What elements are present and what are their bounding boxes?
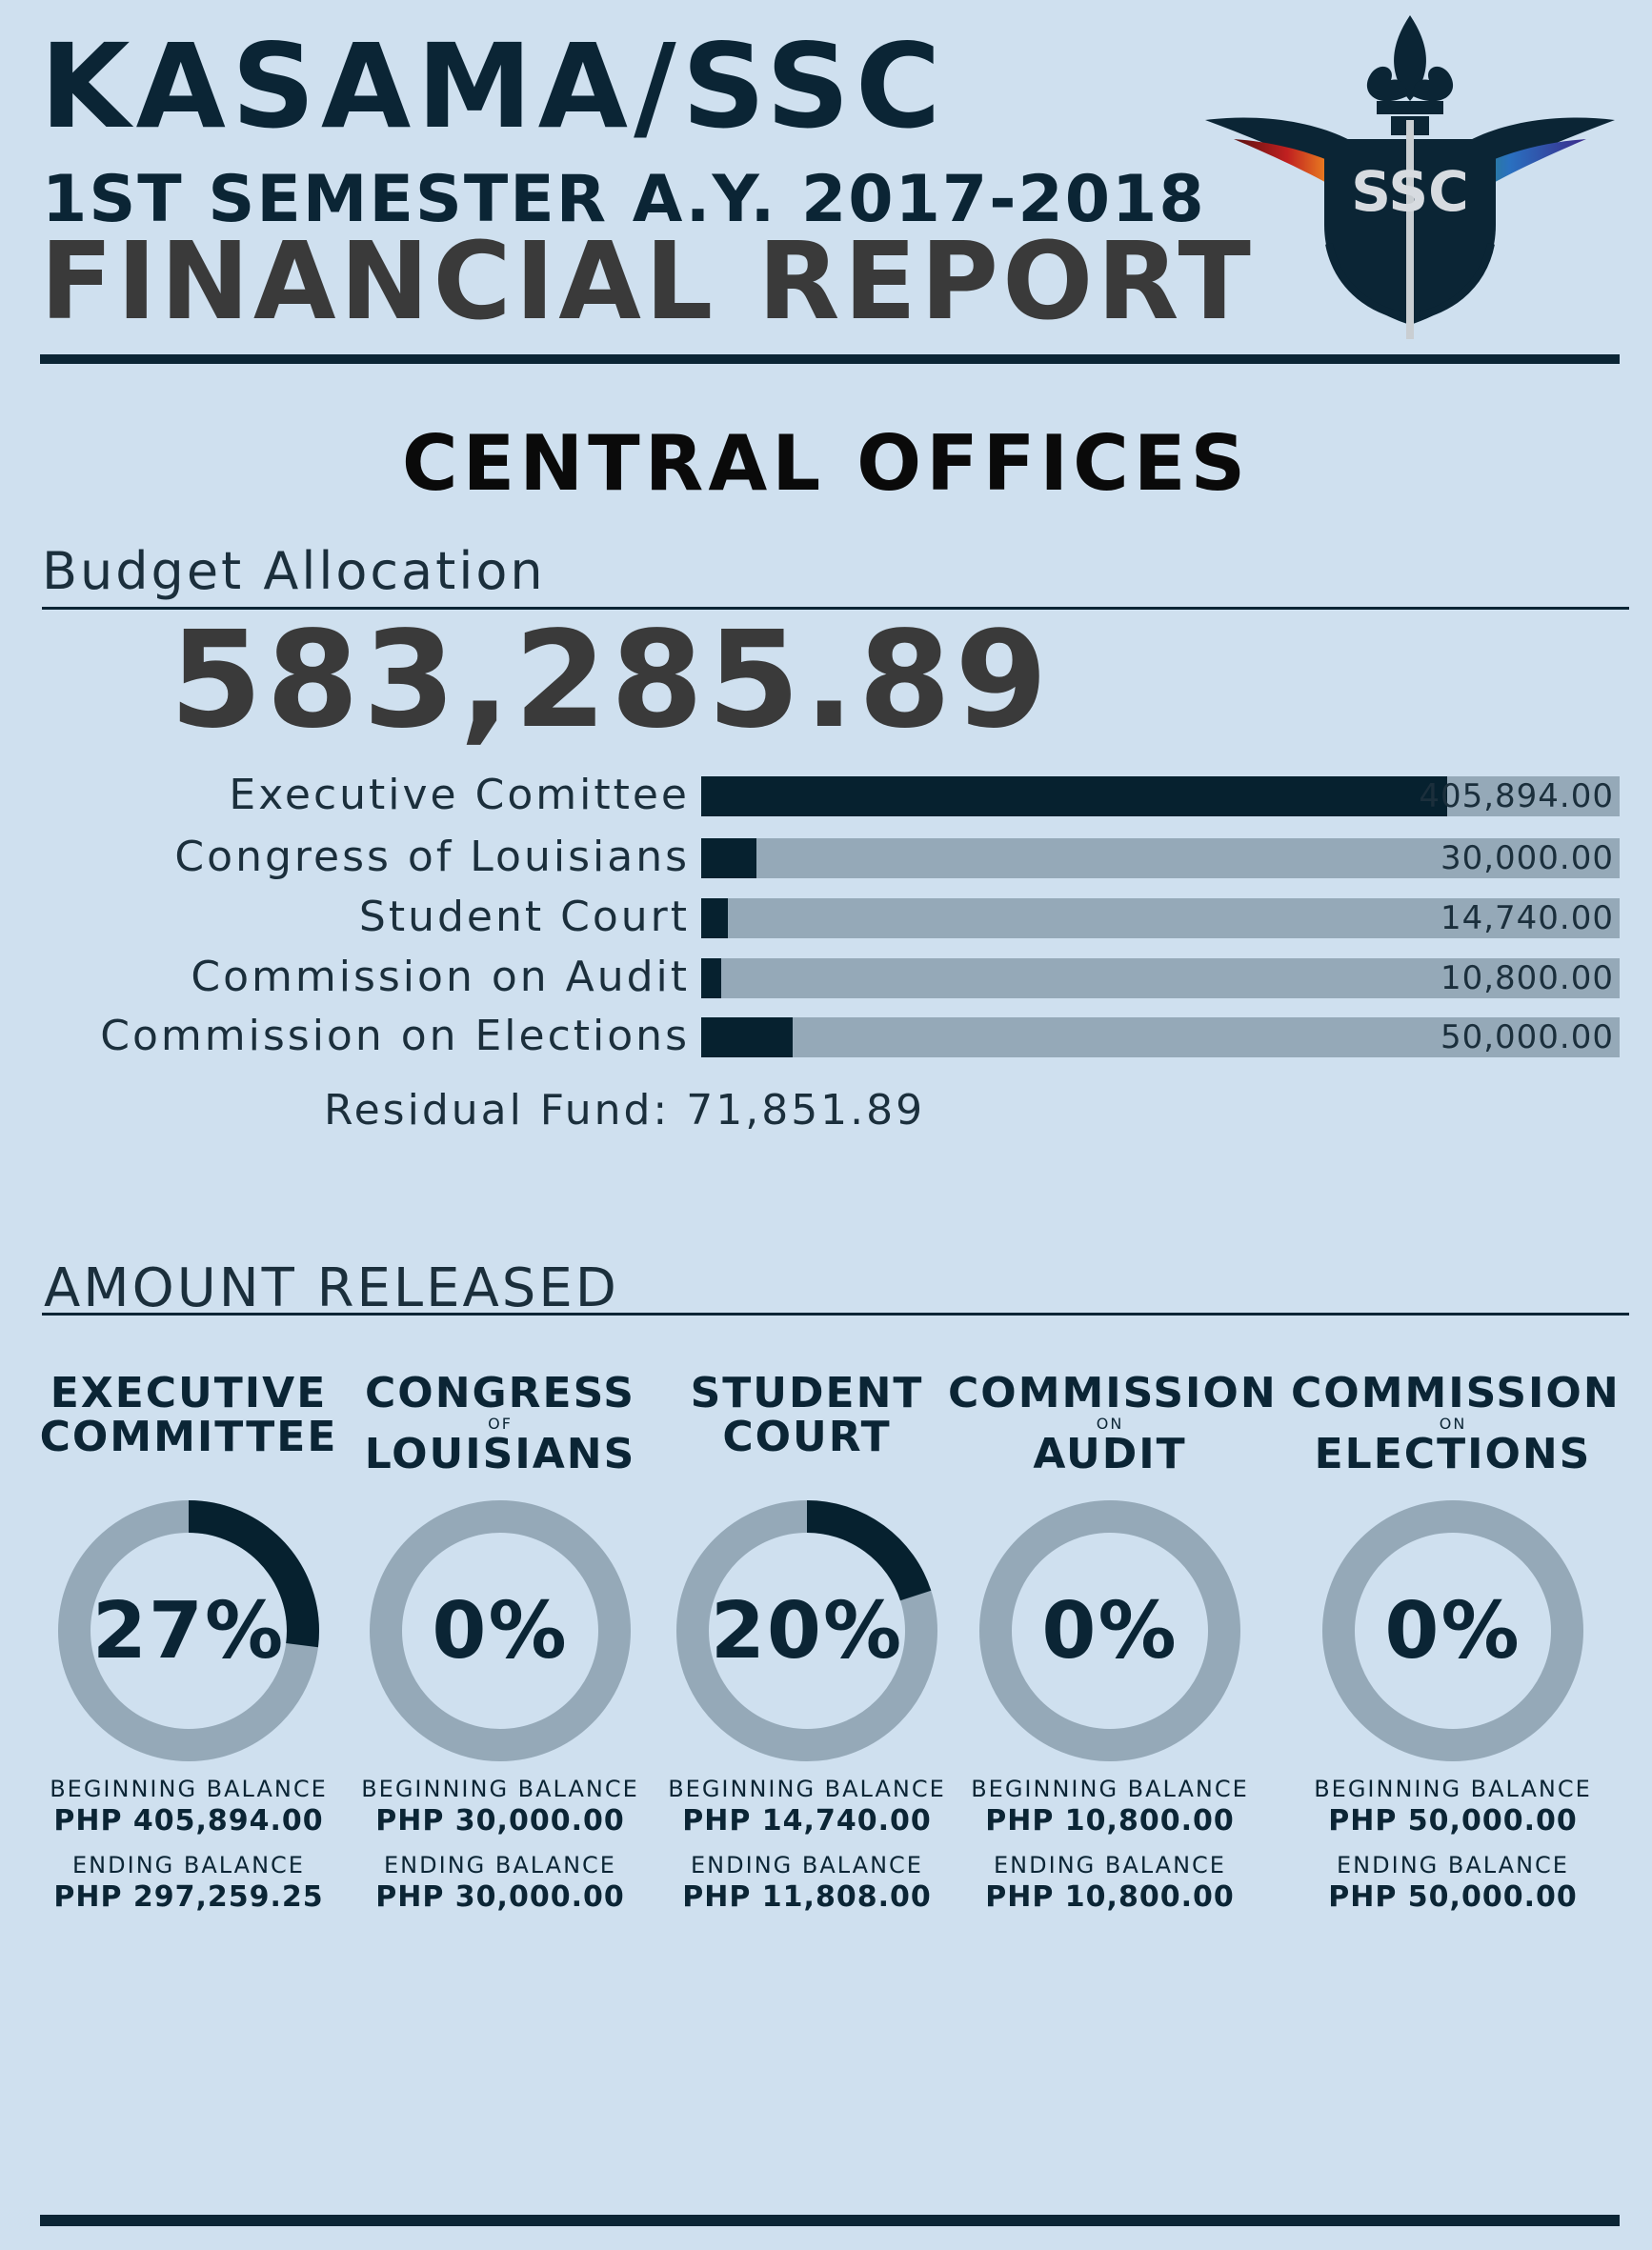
released-column-title: COMMISSION ON AUDIT	[948, 1369, 1278, 1478]
bar-track: 14,740.00	[701, 898, 1620, 938]
released-donut: 0%	[367, 1497, 634, 1764]
donut-percent: 20%	[710, 1585, 904, 1677]
beginning-balance-label: BEGINNING BALANCE	[50, 1776, 328, 1802]
header-rule	[40, 354, 1620, 364]
donut-slice	[58, 1500, 319, 1761]
beginning-balance-label: BEGINNING BALANCE	[361, 1776, 639, 1802]
donut-percent: 0%	[1041, 1585, 1179, 1677]
bar-label: Executive Comittee	[229, 771, 690, 819]
released-donut: 20%	[674, 1497, 940, 1764]
bar-label: Student Court	[358, 893, 690, 941]
footer-rule	[40, 2215, 1620, 2226]
bar-track: 50,000.00	[701, 1017, 1620, 1057]
column-title-line1: COMMISSION	[948, 1369, 1278, 1417]
donut-track	[370, 1500, 631, 1761]
column-title-small: ON	[1096, 1415, 1124, 1433]
column-title-small: ON	[1439, 1415, 1467, 1433]
bar-label: Congress of Louisians	[174, 833, 690, 881]
section-title: CENTRAL OFFICES	[401, 419, 1251, 508]
ending-balance-label: ENDING BALANCE	[691, 1852, 923, 1878]
bar-track: 10,800.00	[701, 958, 1620, 998]
released-column-title: EXECUTIVE COMMITTEE	[27, 1372, 351, 1459]
donut-percent: 0%	[432, 1585, 569, 1677]
column-title-line1: STUDENT	[690, 1369, 924, 1417]
beginning-balance-value: PHP 14,740.00	[682, 1804, 932, 1838]
beginning-balance-value: PHP 405,894.00	[53, 1804, 324, 1838]
bar	[701, 898, 729, 938]
beginning-balance-value: PHP 50,000.00	[1328, 1804, 1578, 1838]
beginning-balance-label: BEGINNING BALANCE	[1314, 1776, 1592, 1802]
bar-value-label: 10,800.00	[1440, 959, 1614, 997]
column-title-line2: LOUISIANS	[364, 1430, 636, 1478]
released-donut: 0%	[1320, 1497, 1586, 1764]
column-title-line1: CONGRESS	[365, 1369, 635, 1417]
bar-track: 30,000.00	[701, 838, 1620, 878]
bar-label: Commission on Elections	[100, 1012, 690, 1060]
ending-balance-label: ENDING BALANCE	[72, 1852, 305, 1878]
ending-balance-label: ENDING BALANCE	[994, 1852, 1226, 1878]
donut-track	[1322, 1500, 1583, 1761]
column-title-line2: ELECTIONS	[1314, 1430, 1592, 1478]
ssc-logo: SSC	[1205, 15, 1615, 339]
column-title-line2: COURT	[722, 1413, 892, 1461]
bar-track: 405,894.00	[701, 776, 1620, 816]
budget-total: 583,285.89	[170, 603, 1052, 758]
residual-fund: Residual Fund: 71,851.89	[324, 1086, 926, 1135]
report-title: KASAMA/SSC	[40, 19, 947, 154]
donut-percent: 27%	[91, 1585, 286, 1677]
column-title-line1: COMMISSION	[1291, 1369, 1621, 1417]
bar-value-label: 14,740.00	[1440, 899, 1614, 937]
bar-value-label: 30,000.00	[1440, 839, 1614, 877]
donut-percent: 0%	[1384, 1585, 1521, 1677]
ending-balance-value: PHP 10,800.00	[985, 1880, 1235, 1914]
ending-balance-value: PHP 30,000.00	[375, 1880, 625, 1914]
logo-text: SSC	[1351, 159, 1469, 224]
budget-rule	[42, 607, 1629, 610]
donut-slice	[676, 1500, 937, 1761]
ending-balance-label: ENDING BALANCE	[1337, 1852, 1569, 1878]
budget-label: Budget Allocation	[42, 541, 546, 601]
released-column-title: CONGRESS OF LOUISIANS	[338, 1372, 662, 1477]
beginning-balance-value: PHP 30,000.00	[375, 1804, 625, 1838]
beginning-balance-value: PHP 10,800.00	[985, 1804, 1235, 1838]
released-donut: 27%	[55, 1497, 322, 1764]
bar	[701, 776, 1447, 816]
released-donut: 0%	[977, 1497, 1243, 1764]
column-title-line2: COMMITTEE	[39, 1413, 338, 1461]
ending-balance-label: ENDING BALANCE	[384, 1852, 616, 1878]
released-column-title: STUDENT COURT	[645, 1372, 969, 1459]
released-rule	[42, 1313, 1629, 1316]
column-title-small: OF	[488, 1415, 513, 1433]
report-heading: FINANCIAL REPORT	[40, 220, 1255, 344]
ending-balance-value: PHP 11,808.00	[682, 1880, 932, 1914]
beginning-balance-label: BEGINNING BALANCE	[971, 1776, 1249, 1802]
bar	[701, 958, 721, 998]
bar	[701, 1017, 794, 1057]
beginning-balance-label: BEGINNING BALANCE	[668, 1776, 946, 1802]
bar-label: Commission on Audit	[191, 953, 690, 1001]
column-title-line2: AUDIT	[1033, 1430, 1187, 1478]
released-label: AMOUNT RELEASED	[44, 1257, 619, 1319]
released-column-title: COMMISSION ON ELECTIONS	[1291, 1369, 1621, 1478]
column-title-line1: EXECUTIVE	[50, 1369, 328, 1417]
report-semester: 1ST SEMESTER A.Y. 2017-2018	[42, 162, 1206, 237]
ending-balance-value: PHP 50,000.00	[1328, 1880, 1578, 1914]
bar-value-label: 405,894.00	[1419, 777, 1614, 815]
bar	[701, 838, 756, 878]
ending-balance-value: PHP 297,259.25	[53, 1880, 324, 1914]
donut-track	[979, 1500, 1240, 1761]
bar-value-label: 50,000.00	[1440, 1018, 1614, 1056]
